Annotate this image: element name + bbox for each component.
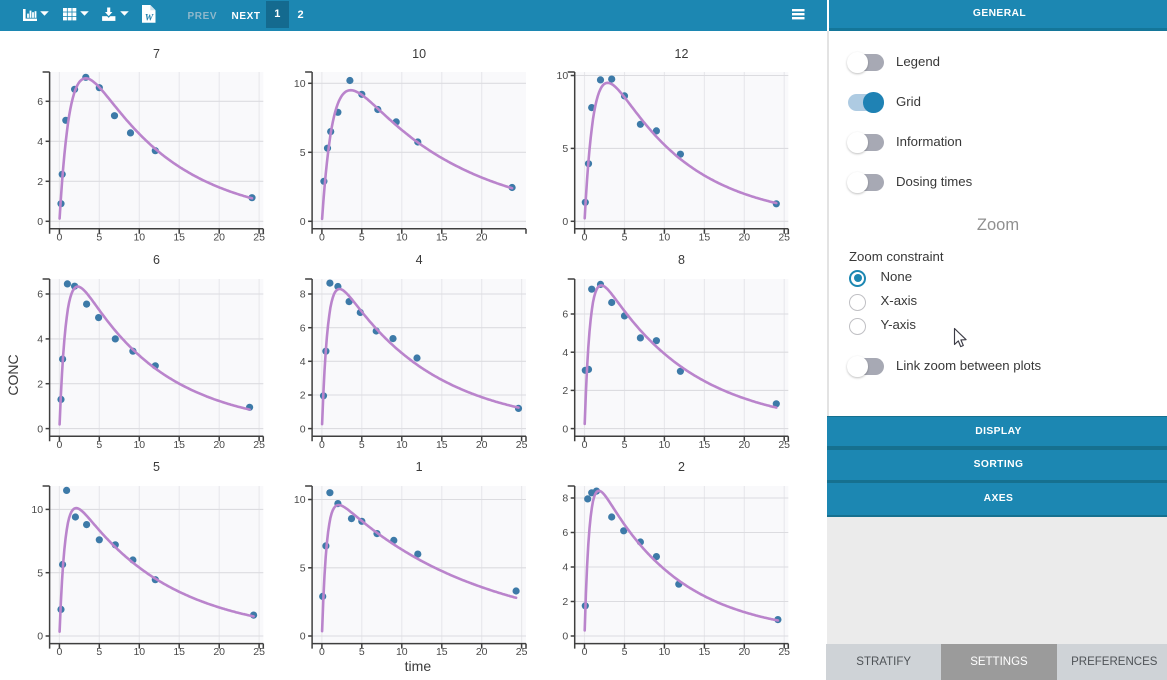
svg-text:10: 10 <box>294 494 306 506</box>
svg-text:6: 6 <box>153 253 160 267</box>
svg-text:0: 0 <box>319 439 325 451</box>
svg-text:25: 25 <box>253 439 265 451</box>
svg-text:2: 2 <box>300 390 306 402</box>
svg-text:0: 0 <box>582 439 588 451</box>
svg-text:5: 5 <box>300 147 306 159</box>
svg-text:10: 10 <box>294 78 306 90</box>
svg-text:8: 8 <box>678 253 685 267</box>
svg-text:0: 0 <box>582 231 588 243</box>
svg-text:10: 10 <box>412 47 426 61</box>
svg-text:15: 15 <box>436 646 448 658</box>
svg-text:25: 25 <box>253 646 265 658</box>
svg-text:5: 5 <box>622 439 628 451</box>
svg-text:0: 0 <box>319 646 325 658</box>
svg-text:25: 25 <box>778 439 790 451</box>
svg-text:CONC: CONC <box>5 354 21 395</box>
svg-text:20: 20 <box>738 646 750 658</box>
svg-text:1: 1 <box>416 460 423 474</box>
svg-text:15: 15 <box>699 439 711 451</box>
svg-text:0: 0 <box>300 631 306 643</box>
svg-text:25: 25 <box>778 231 790 243</box>
svg-text:2: 2 <box>562 385 568 397</box>
svg-text:15: 15 <box>173 646 185 658</box>
svg-text:20: 20 <box>476 646 488 658</box>
svg-text:6: 6 <box>300 322 306 334</box>
svg-text:W: W <box>145 13 154 23</box>
svg-text:5: 5 <box>359 231 365 243</box>
svg-text:10: 10 <box>133 231 145 243</box>
svg-text:10: 10 <box>31 504 43 516</box>
svg-text:6: 6 <box>562 309 568 321</box>
svg-text:0: 0 <box>319 231 325 243</box>
svg-text:2: 2 <box>678 460 685 474</box>
svg-text:2: 2 <box>37 378 43 390</box>
svg-text:20: 20 <box>738 439 750 451</box>
svg-text:4: 4 <box>562 347 568 359</box>
svg-text:10: 10 <box>659 231 671 243</box>
svg-text:25: 25 <box>253 231 265 243</box>
svg-text:20: 20 <box>476 439 488 451</box>
svg-text:15: 15 <box>436 231 448 243</box>
svg-text:10: 10 <box>133 439 145 451</box>
svg-text:10: 10 <box>396 231 408 243</box>
svg-text:5: 5 <box>622 231 628 243</box>
svg-text:2: 2 <box>37 176 43 188</box>
svg-text:15: 15 <box>173 231 185 243</box>
svg-text:0: 0 <box>56 231 62 243</box>
svg-text:0: 0 <box>582 646 588 658</box>
svg-text:25: 25 <box>778 646 790 658</box>
svg-text:5: 5 <box>622 646 628 658</box>
svg-text:15: 15 <box>699 646 711 658</box>
svg-text:20: 20 <box>213 231 225 243</box>
svg-text:15: 15 <box>436 439 448 451</box>
svg-text:6: 6 <box>37 289 43 301</box>
svg-text:10: 10 <box>133 646 145 658</box>
svg-text:4: 4 <box>562 562 568 574</box>
svg-text:10: 10 <box>659 439 671 451</box>
svg-text:15: 15 <box>699 231 711 243</box>
svg-text:25: 25 <box>516 439 528 451</box>
svg-text:7: 7 <box>153 47 160 61</box>
svg-text:10: 10 <box>396 646 408 658</box>
svg-text:5: 5 <box>37 567 43 579</box>
svg-text:8: 8 <box>300 289 306 301</box>
svg-text:4: 4 <box>37 334 43 346</box>
svg-text:0: 0 <box>562 423 568 435</box>
svg-text:10: 10 <box>557 70 569 82</box>
svg-text:15: 15 <box>173 439 185 451</box>
svg-text:5: 5 <box>300 563 306 575</box>
svg-text:2: 2 <box>562 596 568 608</box>
svg-text:20: 20 <box>213 646 225 658</box>
svg-text:4: 4 <box>300 356 306 368</box>
svg-text:8: 8 <box>562 493 568 505</box>
svg-text:20: 20 <box>476 231 488 243</box>
svg-text:5: 5 <box>562 143 568 155</box>
svg-text:10: 10 <box>396 439 408 451</box>
svg-text:5: 5 <box>96 439 102 451</box>
svg-text:25: 25 <box>516 646 528 658</box>
svg-text:0: 0 <box>562 631 568 643</box>
svg-text:5: 5 <box>359 439 365 451</box>
svg-text:time: time <box>405 658 432 674</box>
svg-text:0: 0 <box>56 646 62 658</box>
svg-text:20: 20 <box>213 439 225 451</box>
svg-text:5: 5 <box>96 231 102 243</box>
svg-text:4: 4 <box>37 136 43 148</box>
svg-text:12: 12 <box>675 47 689 61</box>
svg-text:0: 0 <box>56 439 62 451</box>
svg-text:0: 0 <box>562 216 568 228</box>
svg-text:4: 4 <box>416 253 423 267</box>
svg-text:0: 0 <box>37 216 43 228</box>
svg-text:20: 20 <box>738 231 750 243</box>
svg-text:6: 6 <box>37 96 43 108</box>
svg-text:0: 0 <box>37 423 43 435</box>
svg-text:5: 5 <box>359 646 365 658</box>
svg-text:5: 5 <box>96 646 102 658</box>
svg-text:6: 6 <box>562 527 568 539</box>
svg-text:0: 0 <box>300 216 306 228</box>
svg-text:0: 0 <box>300 423 306 435</box>
svg-text:10: 10 <box>659 646 671 658</box>
svg-text:0: 0 <box>37 631 43 643</box>
svg-text:5: 5 <box>153 460 160 474</box>
